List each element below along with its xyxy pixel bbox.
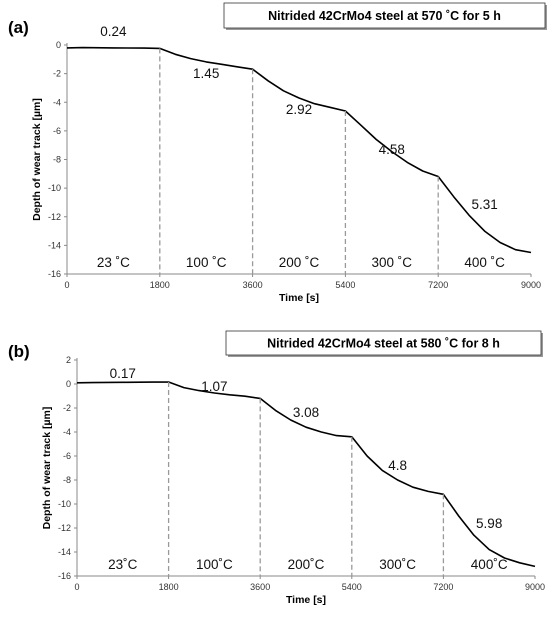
temperature-label: 23˚C xyxy=(108,557,138,572)
y-tick-label: 0 xyxy=(66,379,71,389)
x-tick-label: 3600 xyxy=(243,280,263,290)
temperature-label: 200˚C xyxy=(288,557,325,572)
chart-title: Nitrided 42CrMo4 steel at 570 ˚C for 5 h xyxy=(268,9,501,23)
wear-depth-line xyxy=(66,46,532,254)
x-axis-title: Time [s] xyxy=(286,594,326,606)
segment-value-label: 5.98 xyxy=(476,516,502,531)
y-axis-title: Depth of wear track [µm] xyxy=(41,407,53,530)
x-tick-label: 0 xyxy=(64,280,69,290)
y-tick-label: 0 xyxy=(56,40,61,50)
segment-value-label: 2.92 xyxy=(286,102,312,117)
temperature-label: 400˚C xyxy=(471,557,508,572)
y-tick-label: -10 xyxy=(58,499,71,509)
y-tick-label: -2 xyxy=(63,403,71,413)
chart-title: Nitrided 42CrMo4 steel at 580 ˚C for 8 h xyxy=(267,337,500,351)
segment-value-label: 4.58 xyxy=(379,142,405,157)
segment-value-label: 1.07 xyxy=(201,379,227,394)
x-tick-label: 7200 xyxy=(428,280,448,290)
x-tick-label: 3600 xyxy=(250,582,270,592)
panel-label: (b) xyxy=(8,342,30,361)
wear-depth-line xyxy=(76,381,536,568)
chart-panel-b: (b) Nitrided 42CrMo4 steel at 580 ˚C for … xyxy=(8,330,545,606)
y-tick-label: -4 xyxy=(63,427,71,437)
y-tick-label: 2 xyxy=(66,355,71,365)
segment-value-label: 0.24 xyxy=(100,24,127,39)
x-tick-label: 5400 xyxy=(342,582,362,592)
temperature-label: 100˚C xyxy=(196,557,233,572)
temperature-label: 300 ˚C xyxy=(372,255,413,270)
y-tick-label: -14 xyxy=(48,240,61,250)
y-tick-label: -14 xyxy=(58,547,71,557)
segment-value-label: 1.45 xyxy=(193,66,219,81)
segment-value-label: 3.08 xyxy=(293,405,319,420)
x-tick-label: 5400 xyxy=(335,280,355,290)
title-box xyxy=(225,330,542,356)
temperature-label: 100 ˚C xyxy=(186,255,227,270)
segment-value-label: 5.31 xyxy=(471,197,497,212)
x-tick-label: 1800 xyxy=(150,280,170,290)
x-axis-title: Time [s] xyxy=(279,292,319,304)
segment-value-label: 4.8 xyxy=(388,458,407,473)
y-tick-label: -2 xyxy=(53,69,61,79)
x-tick-label: 0 xyxy=(74,582,79,592)
x-tick-label: 9000 xyxy=(521,280,541,290)
title-box xyxy=(223,2,546,29)
panel-label: (a) xyxy=(8,18,29,37)
y-tick-label: -6 xyxy=(63,451,71,461)
x-tick-label: 7200 xyxy=(433,582,453,592)
temperature-label: 400 ˚C xyxy=(464,255,505,270)
y-tick-label: -8 xyxy=(53,155,61,165)
segment-value-label: 0.17 xyxy=(110,366,136,381)
x-tick-label: 9000 xyxy=(525,582,545,592)
y-tick-label: -8 xyxy=(63,475,71,485)
y-axis-title: Depth of wear track [µm] xyxy=(31,98,43,221)
y-tick-label: -6 xyxy=(53,126,61,136)
y-tick-label: -12 xyxy=(48,212,61,222)
chart-panel-a: (a) Nitrided 42CrMo4 steel at 570 ˚C for … xyxy=(8,2,547,304)
y-tick-label: -10 xyxy=(48,183,61,193)
temperature-label: 200 ˚C xyxy=(279,255,320,270)
y-tick-label: -16 xyxy=(48,269,61,279)
y-tick-label: -4 xyxy=(53,97,61,107)
x-tick-label: 1800 xyxy=(159,582,179,592)
temperature-label: 300˚C xyxy=(379,557,416,572)
y-tick-label: -16 xyxy=(58,571,71,581)
y-tick-label: -12 xyxy=(58,523,71,533)
temperature-label: 23 ˚C xyxy=(97,255,130,270)
